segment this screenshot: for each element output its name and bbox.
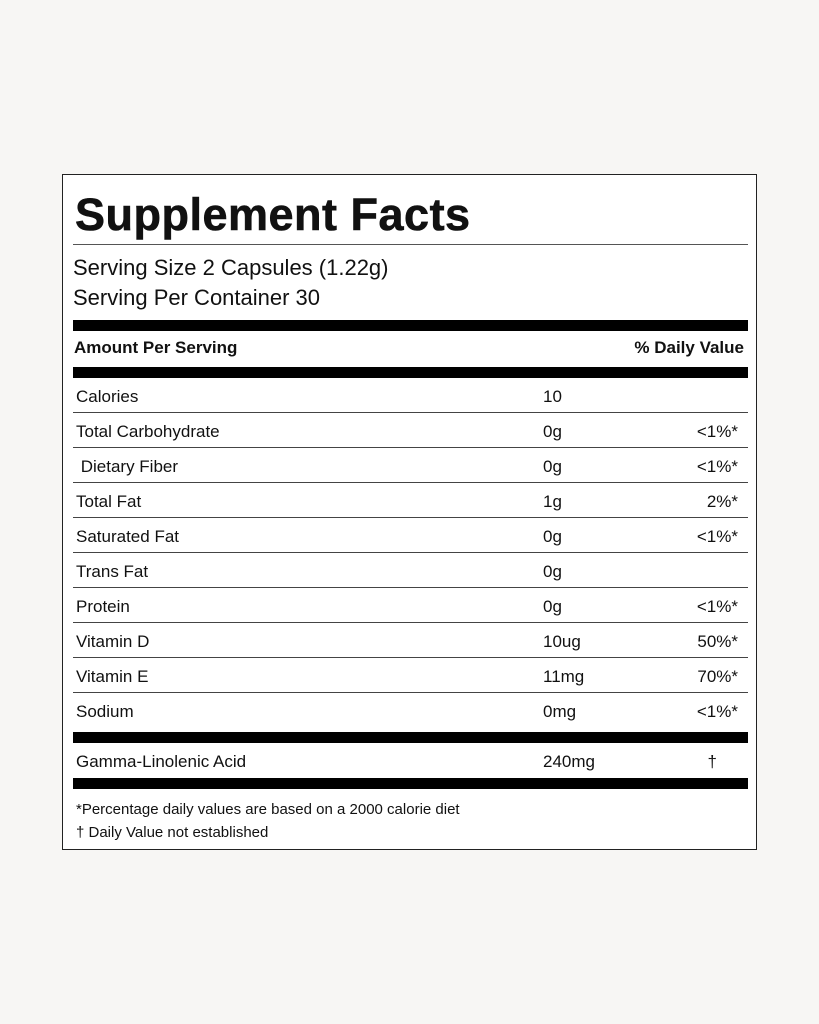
nutrient-daily-value: 50%* xyxy=(697,632,738,651)
nutrient-amount: 0g xyxy=(543,597,562,616)
divider xyxy=(73,244,748,245)
nutrient-row: Protein 0g <1%* xyxy=(73,588,748,623)
serving-size: Serving Size 2 Capsules (1.22g) xyxy=(73,255,389,280)
footnote-daily-values: *Percentage daily values are based on a … xyxy=(76,801,460,818)
nutrient-name: Saturated Fat xyxy=(76,527,180,546)
nutrient-row-special: Gamma-Linolenic Acid 240mg † xyxy=(73,743,748,777)
nutrient-row: Sodium 0mg <1%* xyxy=(73,693,748,727)
panel-title: Supplement Facts xyxy=(75,189,471,241)
nutrient-row: Total Fat 1g 2%* xyxy=(73,483,748,518)
nutrient-amount: 0g xyxy=(543,562,562,581)
nutrient-row: Dietary Fiber 0g <1%* xyxy=(73,448,748,483)
nutrient-amount: 10ug xyxy=(543,632,581,651)
nutrient-amount: 10 xyxy=(543,387,562,406)
nutrient-name: Vitamin E xyxy=(76,667,149,686)
nutrient-amount: 1g xyxy=(543,492,562,511)
nutrient-daily-value: 2%* xyxy=(706,492,738,511)
nutrient-row: Trans Fat 0g xyxy=(73,553,748,588)
nutrient-amount: 240mg xyxy=(543,752,595,771)
servings-per-container: Serving Per Container 30 xyxy=(73,285,321,310)
nutrient-row: Calories 10 xyxy=(73,378,748,413)
thick-divider xyxy=(73,732,748,743)
nutrient-name: Total Fat xyxy=(76,492,142,511)
footnote-not-established: † Daily Value not established xyxy=(76,824,269,841)
nutrient-amount: 0g xyxy=(543,457,562,476)
nutrient-daily-value: <1%* xyxy=(696,527,738,546)
thick-divider xyxy=(73,320,748,331)
thick-divider xyxy=(73,367,748,378)
nutrient-row: Total Carbohydrate 0g <1%* xyxy=(73,413,748,448)
nutrient-amount: 11mg xyxy=(543,667,585,686)
nutrient-row: Saturated Fat 0g <1%* xyxy=(73,518,748,553)
nutrient-amount: 0g xyxy=(543,422,562,441)
nutrient-daily-value: <1%* xyxy=(696,597,738,616)
nutrient-name: Protein xyxy=(76,597,130,616)
nutrient-amount: 0g xyxy=(543,527,562,546)
nutrient-name: Gamma-Linolenic Acid xyxy=(76,752,247,771)
supplement-facts-panel: Supplement Facts Serving Size 2 Capsules… xyxy=(62,174,757,850)
nutrient-name: Calories xyxy=(76,387,139,406)
nutrient-name: Trans Fat xyxy=(76,562,149,581)
nutrient-name: Dietary Fiber xyxy=(76,457,179,476)
nutrient-row: Vitamin E 11mg 70%* xyxy=(73,658,748,693)
nutrient-daily-value: <1%* xyxy=(696,457,738,476)
nutrient-row: Vitamin D 10ug 50%* xyxy=(73,623,748,658)
nutrient-name: Total Carbohydrate xyxy=(76,422,220,441)
amount-per-serving-header: Amount Per Serving xyxy=(74,338,238,357)
nutrient-amount: 0mg xyxy=(543,702,577,721)
nutrient-daily-value: † xyxy=(707,752,717,771)
thick-divider xyxy=(73,778,748,789)
nutrient-name: Sodium xyxy=(76,702,134,721)
nutrient-table: Calories 10 Total Carbohydrate 0g <1%* Dieta… xyxy=(73,378,748,727)
nutrient-name: Vitamin D xyxy=(76,632,150,651)
daily-value-header: % Daily Value xyxy=(634,338,744,357)
nutrient-daily-value: <1%* xyxy=(696,422,738,441)
nutrient-daily-value: 70%* xyxy=(697,667,738,686)
nutrient-daily-value: <1%* xyxy=(696,702,738,721)
